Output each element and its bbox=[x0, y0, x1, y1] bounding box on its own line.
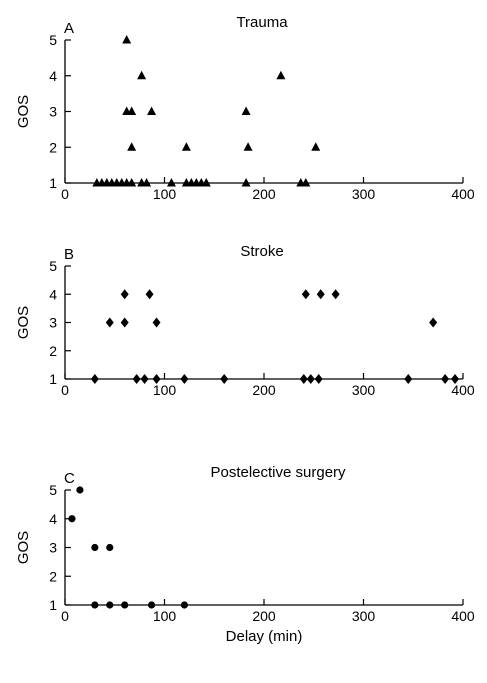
x-tick-label: 300 bbox=[352, 382, 376, 398]
y-tick-label: 2 bbox=[49, 568, 57, 584]
x-tick-label: 200 bbox=[252, 382, 276, 398]
data-point bbox=[122, 35, 132, 44]
data-point bbox=[132, 374, 141, 384]
panel-c: 0 100 200 300 400 1 2 3 4 5C Postelective surgery G… bbox=[15, 464, 475, 645]
data-point bbox=[166, 178, 176, 187]
data-point bbox=[127, 142, 137, 151]
data-point bbox=[127, 178, 137, 187]
data-point bbox=[451, 374, 460, 384]
data-point bbox=[106, 601, 114, 609]
y-tick-label: 3 bbox=[49, 104, 57, 120]
y-tick-label: 2 bbox=[49, 343, 57, 359]
data-point bbox=[91, 543, 99, 552]
y-tick-label: 2 bbox=[49, 139, 57, 155]
x-tick-label: 400 bbox=[451, 382, 475, 398]
panel-a: 0 100 200 300 400 1 2 3 4 5A Trauma GOS bbox=[15, 14, 475, 202]
x-tick-label: 100 bbox=[153, 608, 177, 624]
panel-title: Trauma bbox=[236, 14, 288, 31]
data-point bbox=[180, 601, 188, 609]
data-point bbox=[299, 374, 308, 384]
y-tick-label: 4 bbox=[49, 68, 57, 84]
y-tick-label: 4 bbox=[49, 286, 57, 302]
y-tick-label: 1 bbox=[49, 175, 57, 191]
data-point bbox=[127, 106, 137, 115]
panel-title: Stroke bbox=[240, 243, 283, 260]
data-point bbox=[147, 601, 156, 609]
data-point bbox=[120, 317, 129, 328]
x-tick-label: 400 bbox=[451, 186, 475, 202]
data-point bbox=[331, 289, 340, 300]
data-point bbox=[145, 289, 154, 300]
data-point bbox=[142, 178, 152, 187]
data-point bbox=[220, 374, 229, 384]
data-point bbox=[241, 106, 251, 115]
data-point bbox=[152, 317, 161, 328]
x-tick-label: 0 bbox=[61, 186, 69, 202]
panel-title: Postelective surgery bbox=[210, 464, 346, 481]
panel-letter: A bbox=[64, 20, 74, 37]
x-axis-label: Delay (min) bbox=[226, 628, 303, 645]
data-point bbox=[140, 374, 149, 384]
y-tick-label: 4 bbox=[49, 511, 57, 527]
data-point bbox=[105, 317, 114, 328]
data-point bbox=[301, 178, 311, 187]
x-tick-label: 0 bbox=[61, 608, 69, 624]
data-point bbox=[90, 374, 99, 384]
y-tick-label: 3 bbox=[49, 540, 57, 556]
data-point bbox=[306, 374, 315, 384]
x-tick-label: 100 bbox=[153, 382, 177, 398]
data-point bbox=[152, 374, 161, 384]
x-tick-label: 0 bbox=[61, 382, 69, 398]
y-tick-label: 1 bbox=[49, 597, 57, 613]
data-point bbox=[201, 178, 211, 187]
data-point bbox=[180, 374, 189, 384]
data-point bbox=[181, 142, 191, 151]
data-point bbox=[316, 289, 325, 300]
y-axis-label: GOS bbox=[15, 306, 32, 339]
y-tick-label: 1 bbox=[49, 371, 57, 387]
data-point bbox=[311, 142, 321, 151]
y-tick-label: 5 bbox=[49, 258, 57, 274]
panel-letter: B bbox=[64, 246, 74, 263]
data-point bbox=[241, 178, 251, 187]
x-tick-label: 100 bbox=[153, 186, 177, 202]
panel-letter: C bbox=[64, 470, 75, 487]
data-point bbox=[314, 374, 323, 384]
data-point bbox=[137, 70, 147, 80]
data-point bbox=[404, 374, 413, 384]
data-point bbox=[106, 543, 114, 552]
x-tick-label: 200 bbox=[252, 608, 276, 624]
x-tick-label: 300 bbox=[352, 186, 376, 202]
panel-b: 0 100 200 300 400 1 2 3 4 5B Stroke GOS bbox=[15, 243, 475, 398]
y-tick-label: 5 bbox=[49, 482, 57, 498]
y-axis-label: GOS bbox=[15, 531, 32, 564]
x-tick-label: 300 bbox=[352, 608, 376, 624]
data-point bbox=[68, 515, 76, 523]
data-point bbox=[121, 601, 129, 609]
data-point bbox=[276, 70, 286, 80]
data-point bbox=[301, 289, 310, 300]
data-point bbox=[429, 317, 438, 328]
data-point bbox=[441, 374, 450, 384]
data-point bbox=[120, 289, 129, 300]
data-point bbox=[147, 106, 157, 115]
y-tick-label: 3 bbox=[49, 315, 57, 331]
x-tick-label: 400 bbox=[451, 608, 475, 624]
data-point bbox=[91, 601, 99, 609]
y-tick-label: 5 bbox=[49, 32, 57, 48]
x-tick-label: 200 bbox=[252, 186, 276, 202]
data-point bbox=[76, 486, 84, 494]
data-point bbox=[243, 142, 253, 151]
y-axis-label: GOS bbox=[15, 95, 32, 128]
